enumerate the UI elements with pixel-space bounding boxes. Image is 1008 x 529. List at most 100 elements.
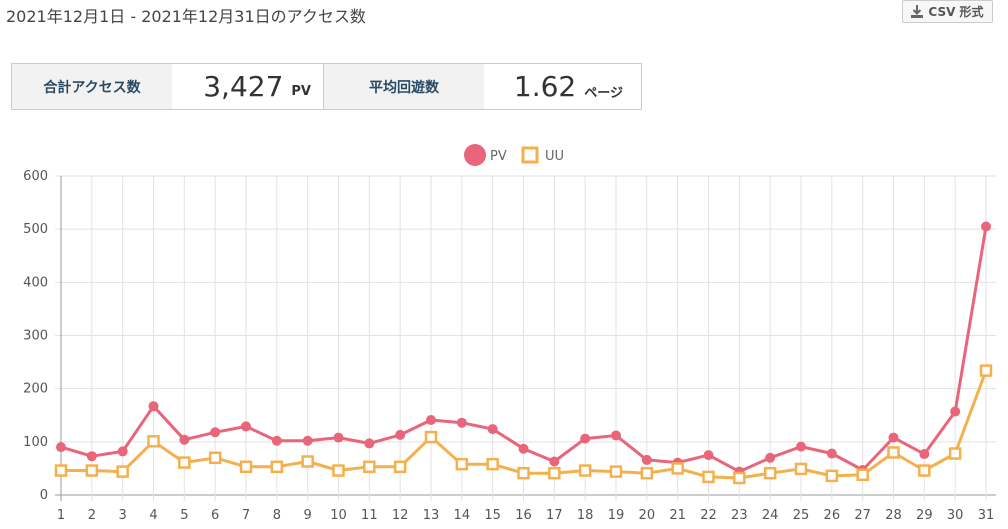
- pv-point: [456, 417, 467, 428]
- uu-point: [825, 469, 839, 483]
- pv-point: [487, 424, 498, 435]
- x-tick-label: 27: [854, 508, 871, 523]
- pv-point: [765, 452, 776, 463]
- csv-export-button[interactable]: CSV 形式: [902, 0, 993, 23]
- uu-point: [270, 460, 284, 474]
- uu-point: [609, 465, 623, 478]
- x-tick-label: 25: [793, 508, 810, 523]
- x-tick-label: 23: [731, 508, 748, 523]
- pv-point: [580, 433, 591, 444]
- uu-point: [517, 466, 530, 480]
- x-tick-label: 21: [669, 508, 686, 523]
- uu-point: [856, 468, 869, 482]
- total-access-unit: PV: [291, 84, 311, 99]
- pv-point: [796, 441, 806, 452]
- x-tick-label: 28: [885, 508, 902, 523]
- pv-point: [86, 451, 97, 462]
- y-tick-label: 600: [23, 169, 48, 184]
- x-tick-label: 24: [762, 508, 779, 523]
- x-tick-label: 22: [700, 508, 717, 523]
- pv-point: [641, 454, 652, 465]
- pv-point: [117, 446, 128, 457]
- pv-point: [826, 448, 837, 459]
- x-tick-label: 12: [392, 508, 409, 523]
- pv-point: [888, 432, 899, 443]
- pv-point: [271, 435, 282, 446]
- pv-point: [703, 450, 714, 461]
- x-tick-label: 7: [242, 508, 250, 523]
- uu-point: [702, 470, 715, 484]
- legend-uu-marker: [521, 146, 539, 164]
- avg-pages-label: 平均回遊数: [324, 64, 484, 109]
- x-tick-label: 4: [149, 508, 157, 523]
- legend-pv-label: PV: [490, 149, 507, 164]
- uu-point: [239, 460, 253, 474]
- y-tick-label: 0: [40, 488, 48, 503]
- x-tick-label: 5: [180, 508, 188, 523]
- pv-point: [364, 438, 375, 449]
- stats-panel: 合計アクセス数 3,427 PV 平均回遊数 1.62 ページ: [11, 63, 642, 110]
- uu-point: [363, 460, 376, 474]
- uu-point: [794, 462, 808, 476]
- x-tick-label: 8: [273, 508, 281, 523]
- uu-point: [301, 455, 314, 468]
- pv-point: [302, 435, 313, 446]
- x-tick-label: 2: [88, 508, 96, 523]
- legend-pv-marker: [464, 144, 486, 166]
- x-tick-label: 14: [454, 508, 471, 523]
- total-access-label: 合計アクセス数: [12, 64, 172, 109]
- pv-point: [333, 432, 344, 443]
- uu-point: [979, 364, 993, 377]
- avg-pages-unit: ページ: [584, 86, 623, 101]
- pv-point: [919, 449, 930, 460]
- y-tick-label: 400: [23, 275, 48, 290]
- avg-pages-value: 1.62: [513, 70, 577, 103]
- download-icon: [911, 5, 924, 18]
- legend-uu-label: UU: [545, 149, 564, 164]
- pv-point: [549, 456, 560, 467]
- uu-point: [733, 471, 746, 485]
- uu-point: [85, 464, 99, 477]
- pv-point: [148, 401, 159, 412]
- uu-point: [548, 466, 561, 480]
- csv-export-label: CSV 形式: [928, 5, 984, 19]
- x-tick-label: 19: [608, 508, 625, 523]
- uu-point: [887, 446, 900, 459]
- uu-point: [948, 447, 962, 460]
- uu-point: [332, 464, 345, 477]
- uu-point: [578, 464, 592, 477]
- pv-point: [56, 442, 66, 453]
- y-tick-label: 100: [23, 435, 48, 450]
- x-tick-label: 15: [484, 508, 501, 523]
- uu-point: [918, 464, 931, 477]
- pv-point: [611, 430, 621, 441]
- pv-point: [518, 443, 529, 454]
- uu-point: [178, 456, 191, 469]
- pv-point: [426, 415, 436, 426]
- uu-point: [208, 451, 222, 465]
- pv-point: [241, 421, 251, 432]
- x-tick-label: 31: [978, 508, 995, 523]
- pv-point: [210, 427, 221, 438]
- y-tick-label: 300: [23, 329, 48, 344]
- x-tick-label: 26: [824, 508, 841, 523]
- pv-point: [179, 434, 190, 445]
- x-tick-label: 6: [211, 508, 219, 523]
- uu-point: [486, 457, 499, 471]
- uu-point: [763, 466, 777, 480]
- uu-point: [147, 435, 160, 448]
- uu-point: [640, 466, 654, 480]
- x-tick-label: 29: [916, 508, 933, 523]
- x-tick-label: 13: [423, 508, 440, 523]
- pv-point: [981, 221, 991, 232]
- avg-pages-value-cell: 1.62 ページ: [484, 64, 635, 109]
- x-tick-label: 10: [330, 508, 347, 523]
- uu-point: [455, 457, 469, 471]
- period-title: 2021年12月1日 - 2021年12月31日のアクセス数: [6, 7, 366, 26]
- x-tick-label: 30: [947, 508, 964, 523]
- uu-point: [393, 460, 407, 474]
- x-tick-label: 16: [515, 508, 532, 523]
- total-access-value: 3,427: [203, 70, 284, 103]
- x-tick-label: 3: [119, 508, 127, 523]
